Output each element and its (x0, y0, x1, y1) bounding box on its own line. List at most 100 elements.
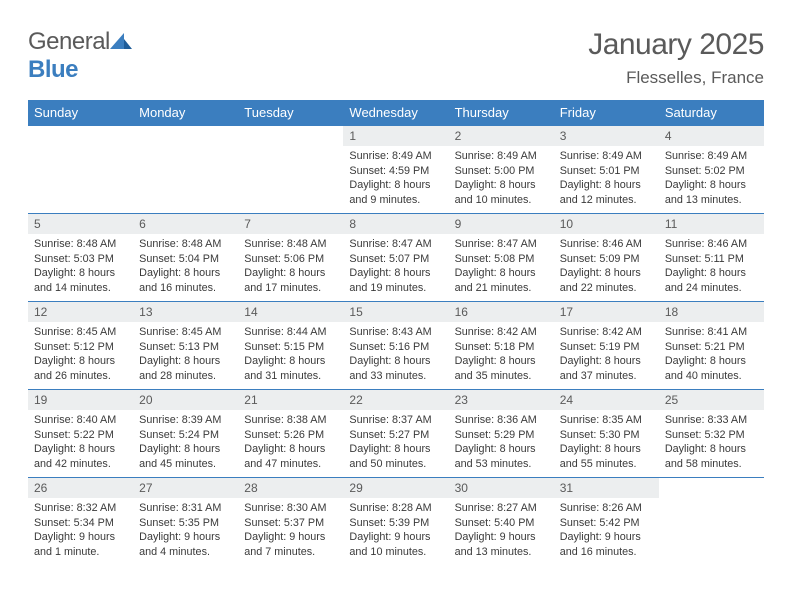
sunrise-line: Sunrise: 8:42 AM (560, 325, 653, 340)
calendar-cell: 17Sunrise: 8:42 AMSunset: 5:19 PMDayligh… (554, 302, 659, 390)
brand-logo: General Blue (28, 28, 132, 84)
day-number: 16 (449, 302, 554, 322)
daylight-line-2: and 35 minutes. (455, 369, 548, 384)
daylight-line-1: Daylight: 8 hours (244, 266, 337, 281)
day-number: 29 (343, 478, 448, 498)
daylight-line-2: and 53 minutes. (455, 457, 548, 472)
daylight-line-1: Daylight: 8 hours (139, 354, 232, 369)
sunrise-line: Sunrise: 8:30 AM (244, 501, 337, 516)
calendar-cell: 7Sunrise: 8:48 AMSunset: 5:06 PMDaylight… (238, 214, 343, 302)
calendar-cell: 12Sunrise: 8:45 AMSunset: 5:12 PMDayligh… (28, 302, 133, 390)
sunrise-line: Sunrise: 8:42 AM (455, 325, 548, 340)
calendar-cell: 9Sunrise: 8:47 AMSunset: 5:08 PMDaylight… (449, 214, 554, 302)
day-data: Sunrise: 8:46 AMSunset: 5:09 PMDaylight:… (554, 234, 659, 300)
daylight-line-2: and 16 minutes. (560, 545, 653, 560)
sunset-line: Sunset: 5:04 PM (139, 252, 232, 267)
day-data: Sunrise: 8:49 AMSunset: 5:01 PMDaylight:… (554, 146, 659, 212)
daylight-line-2: and 13 minutes. (665, 193, 758, 208)
daylight-line-2: and 10 minutes. (455, 193, 548, 208)
daylight-line-1: Daylight: 9 hours (244, 530, 337, 545)
daylight-line-1: Daylight: 8 hours (349, 266, 442, 281)
day-number: 15 (343, 302, 448, 322)
day-number: 11 (659, 214, 764, 234)
weekday-header: Wednesday (343, 100, 448, 126)
day-number: 24 (554, 390, 659, 410)
sunset-line: Sunset: 5:07 PM (349, 252, 442, 267)
daylight-line-1: Daylight: 8 hours (349, 442, 442, 457)
sunrise-line: Sunrise: 8:35 AM (560, 413, 653, 428)
sunset-line: Sunset: 5:40 PM (455, 516, 548, 531)
daylight-line-1: Daylight: 8 hours (665, 266, 758, 281)
sunrise-line: Sunrise: 8:49 AM (455, 149, 548, 164)
calendar-cell: 1Sunrise: 8:49 AMSunset: 4:59 PMDaylight… (343, 126, 448, 214)
sunrise-line: Sunrise: 8:46 AM (665, 237, 758, 252)
daylight-line-1: Daylight: 8 hours (244, 442, 337, 457)
sunset-line: Sunset: 5:12 PM (34, 340, 127, 355)
day-number: 23 (449, 390, 554, 410)
day-number: 7 (238, 214, 343, 234)
day-number: 2 (449, 126, 554, 146)
calendar-cell: 29Sunrise: 8:28 AMSunset: 5:39 PMDayligh… (343, 478, 448, 566)
sunset-line: Sunset: 5:08 PM (455, 252, 548, 267)
day-data: Sunrise: 8:45 AMSunset: 5:12 PMDaylight:… (28, 322, 133, 388)
sunrise-line: Sunrise: 8:38 AM (244, 413, 337, 428)
daylight-line-2: and 40 minutes. (665, 369, 758, 384)
day-data: Sunrise: 8:36 AMSunset: 5:29 PMDaylight:… (449, 410, 554, 476)
day-number: 14 (238, 302, 343, 322)
daylight-line-1: Daylight: 8 hours (455, 354, 548, 369)
sunset-line: Sunset: 4:59 PM (349, 164, 442, 179)
daylight-line-1: Daylight: 8 hours (34, 354, 127, 369)
calendar-cell: 8Sunrise: 8:47 AMSunset: 5:07 PMDaylight… (343, 214, 448, 302)
calendar-cell: 22Sunrise: 8:37 AMSunset: 5:27 PMDayligh… (343, 390, 448, 478)
daylight-line-1: Daylight: 8 hours (34, 442, 127, 457)
daylight-line-1: Daylight: 8 hours (560, 354, 653, 369)
title-block: January 2025 Flesselles, France (588, 28, 764, 88)
sunset-line: Sunset: 5:13 PM (139, 340, 232, 355)
daylight-line-2: and 45 minutes. (139, 457, 232, 472)
sunset-line: Sunset: 5:02 PM (665, 164, 758, 179)
sunrise-line: Sunrise: 8:37 AM (349, 413, 442, 428)
sunrise-line: Sunrise: 8:47 AM (455, 237, 548, 252)
day-data: Sunrise: 8:37 AMSunset: 5:27 PMDaylight:… (343, 410, 448, 476)
day-number: 4 (659, 126, 764, 146)
sunrise-line: Sunrise: 8:26 AM (560, 501, 653, 516)
day-data: Sunrise: 8:40 AMSunset: 5:22 PMDaylight:… (28, 410, 133, 476)
weekday-header: Sunday (28, 100, 133, 126)
sunrise-line: Sunrise: 8:45 AM (139, 325, 232, 340)
day-data: Sunrise: 8:46 AMSunset: 5:11 PMDaylight:… (659, 234, 764, 300)
brand-name-a: General (28, 28, 110, 55)
sunset-line: Sunset: 5:11 PM (665, 252, 758, 267)
calendar-table: SundayMondayTuesdayWednesdayThursdayFrid… (28, 100, 764, 566)
sunrise-line: Sunrise: 8:48 AM (244, 237, 337, 252)
day-number: 8 (343, 214, 448, 234)
calendar-body: ......1Sunrise: 8:49 AMSunset: 4:59 PMDa… (28, 126, 764, 566)
day-data: Sunrise: 8:47 AMSunset: 5:08 PMDaylight:… (449, 234, 554, 300)
calendar-cell: 13Sunrise: 8:45 AMSunset: 5:13 PMDayligh… (133, 302, 238, 390)
month-title: January 2025 (588, 28, 764, 62)
sunset-line: Sunset: 5:37 PM (244, 516, 337, 531)
day-data: Sunrise: 8:33 AMSunset: 5:32 PMDaylight:… (659, 410, 764, 476)
daylight-line-1: Daylight: 8 hours (455, 178, 548, 193)
daylight-line-1: Daylight: 8 hours (455, 266, 548, 281)
day-number: 21 (238, 390, 343, 410)
day-number: 18 (659, 302, 764, 322)
sunset-line: Sunset: 5:16 PM (349, 340, 442, 355)
daylight-line-2: and 10 minutes. (349, 545, 442, 560)
day-number: 20 (133, 390, 238, 410)
calendar-cell: .. (133, 126, 238, 214)
daylight-line-1: Daylight: 8 hours (665, 442, 758, 457)
day-data: Sunrise: 8:49 AMSunset: 5:00 PMDaylight:… (449, 146, 554, 212)
day-data: Sunrise: 8:44 AMSunset: 5:15 PMDaylight:… (238, 322, 343, 388)
day-data: Sunrise: 8:49 AMSunset: 5:02 PMDaylight:… (659, 146, 764, 212)
daylight-line-2: and 12 minutes. (560, 193, 653, 208)
day-number: 26 (28, 478, 133, 498)
calendar-cell: 15Sunrise: 8:43 AMSunset: 5:16 PMDayligh… (343, 302, 448, 390)
calendar-cell: .. (238, 126, 343, 214)
day-data: Sunrise: 8:42 AMSunset: 5:18 PMDaylight:… (449, 322, 554, 388)
day-data: Sunrise: 8:45 AMSunset: 5:13 PMDaylight:… (133, 322, 238, 388)
calendar-week-row: ......1Sunrise: 8:49 AMSunset: 4:59 PMDa… (28, 126, 764, 214)
sunrise-line: Sunrise: 8:43 AM (349, 325, 442, 340)
sunset-line: Sunset: 5:27 PM (349, 428, 442, 443)
sunrise-line: Sunrise: 8:49 AM (560, 149, 653, 164)
day-number: 6 (133, 214, 238, 234)
